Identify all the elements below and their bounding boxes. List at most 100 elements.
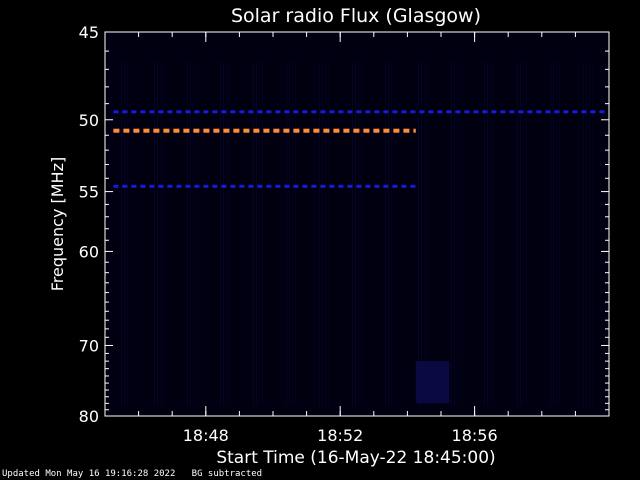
blue-band-dash <box>437 110 443 114</box>
background-streak <box>520 62 521 406</box>
background-streak <box>517 62 518 406</box>
blue-band-dash <box>320 110 326 114</box>
background-streak <box>256 62 257 406</box>
chart-title: Solar radio Flux (Glasgow) <box>231 5 481 27</box>
background-streak <box>121 62 122 406</box>
blue-band-dash <box>302 110 308 114</box>
background-streak <box>418 62 419 406</box>
background-streak <box>127 62 128 406</box>
background-streak <box>589 62 590 406</box>
blue-band-dash <box>464 110 470 114</box>
orange-band-dash <box>303 128 310 133</box>
blue-band-dash <box>392 184 398 188</box>
blue-band-dash <box>410 184 416 188</box>
blue-band-dash <box>248 184 254 188</box>
background-streak <box>355 62 356 406</box>
blue-band-dash <box>329 110 335 114</box>
blue-band-dash <box>347 184 353 188</box>
orange-band-dash <box>263 128 270 133</box>
background-streak <box>193 62 194 406</box>
background-streak <box>457 62 458 406</box>
orange-band-dash <box>403 128 410 133</box>
orange-band-dash <box>133 128 140 133</box>
blue-band-dash <box>554 110 560 114</box>
plot-area <box>105 32 609 416</box>
orange-band-dash <box>153 128 160 133</box>
blue-band-dash <box>518 110 524 114</box>
background-streak <box>385 62 386 406</box>
blue-band-dash <box>113 110 119 114</box>
y-tick-label: 55 <box>79 183 99 202</box>
blue-band-dash <box>365 184 371 188</box>
background-streak <box>553 62 554 406</box>
orange-band-dash <box>313 128 320 133</box>
background-streak <box>322 62 323 406</box>
blue-band-dash <box>176 184 182 188</box>
blue-band-dash <box>356 184 362 188</box>
blue-band-dash <box>491 110 497 114</box>
orange-band-dash <box>223 128 230 133</box>
blue-band-dash <box>599 110 605 114</box>
blue-band-dash <box>329 184 335 188</box>
blue-band-dash <box>194 110 200 114</box>
blue-band-dash <box>239 184 245 188</box>
background-streak <box>154 62 155 406</box>
background-streak <box>421 62 422 406</box>
orange-band-dash <box>193 128 200 133</box>
orange-band-dash <box>253 128 260 133</box>
blue-band-dash <box>293 110 299 114</box>
background-streak <box>550 62 551 406</box>
blue-band-dash <box>572 110 578 114</box>
background-streak <box>196 62 197 406</box>
blue-band-dash <box>257 184 263 188</box>
background-streak <box>586 62 587 406</box>
orange-band-dash <box>293 128 300 133</box>
blue-band-dash <box>311 110 317 114</box>
orange-band-dash <box>393 128 400 133</box>
blue-band-dash <box>347 110 353 114</box>
blue-band-dash <box>122 184 128 188</box>
footer: Updated Mon May 16 19:16:28 2022 BG subt… <box>2 469 262 480</box>
orange-band-dash <box>123 128 130 133</box>
blue-band-dash <box>293 184 299 188</box>
blue-band-dash <box>473 110 479 114</box>
blue-band-dash <box>590 110 596 114</box>
background-streak <box>187 62 188 406</box>
y-tick-label: 80 <box>79 407 99 426</box>
background-streak <box>292 62 293 406</box>
blue-band-dash <box>221 184 227 188</box>
x-tick-label: 18:52 <box>317 426 363 445</box>
background-streak <box>124 62 125 406</box>
blue-band-dash <box>563 110 569 114</box>
blue-band-dash <box>230 184 236 188</box>
blue-band-dash <box>158 110 164 114</box>
background-streak <box>358 62 359 406</box>
background-streak <box>190 62 191 406</box>
background-streak <box>556 62 557 406</box>
background-streak <box>391 62 392 406</box>
blue-band-dash <box>203 184 209 188</box>
background-streak <box>484 62 485 406</box>
blue-band-dash <box>365 110 371 114</box>
background-streak <box>319 62 320 406</box>
orange-band-dash <box>183 128 190 133</box>
orange-band-dash <box>383 128 390 133</box>
blue-band-dash <box>356 110 362 114</box>
background-streak <box>424 62 425 406</box>
blue-band-dash <box>239 110 245 114</box>
footer-note: BG subtracted <box>191 469 263 479</box>
blue-band-dash <box>167 110 173 114</box>
background-streak <box>460 62 461 406</box>
background-streak <box>130 62 131 406</box>
orange-band-dash <box>413 128 416 133</box>
blue-band-dash <box>167 184 173 188</box>
y-axis-label: Frequency [MHz] <box>48 157 67 291</box>
y-tick-label: 45 <box>79 23 99 42</box>
blue-band-dash <box>311 184 317 188</box>
blue-band-dash <box>203 110 209 114</box>
blue-band-dash <box>212 184 218 188</box>
orange-band-dash <box>163 128 170 133</box>
axes: 45 50 55 60 70 80 18:48 18:52 18:56 <box>79 23 609 445</box>
x-axis-label: Start Time (16-May-22 18:45:00) <box>216 448 495 468</box>
background-streak <box>559 62 560 406</box>
